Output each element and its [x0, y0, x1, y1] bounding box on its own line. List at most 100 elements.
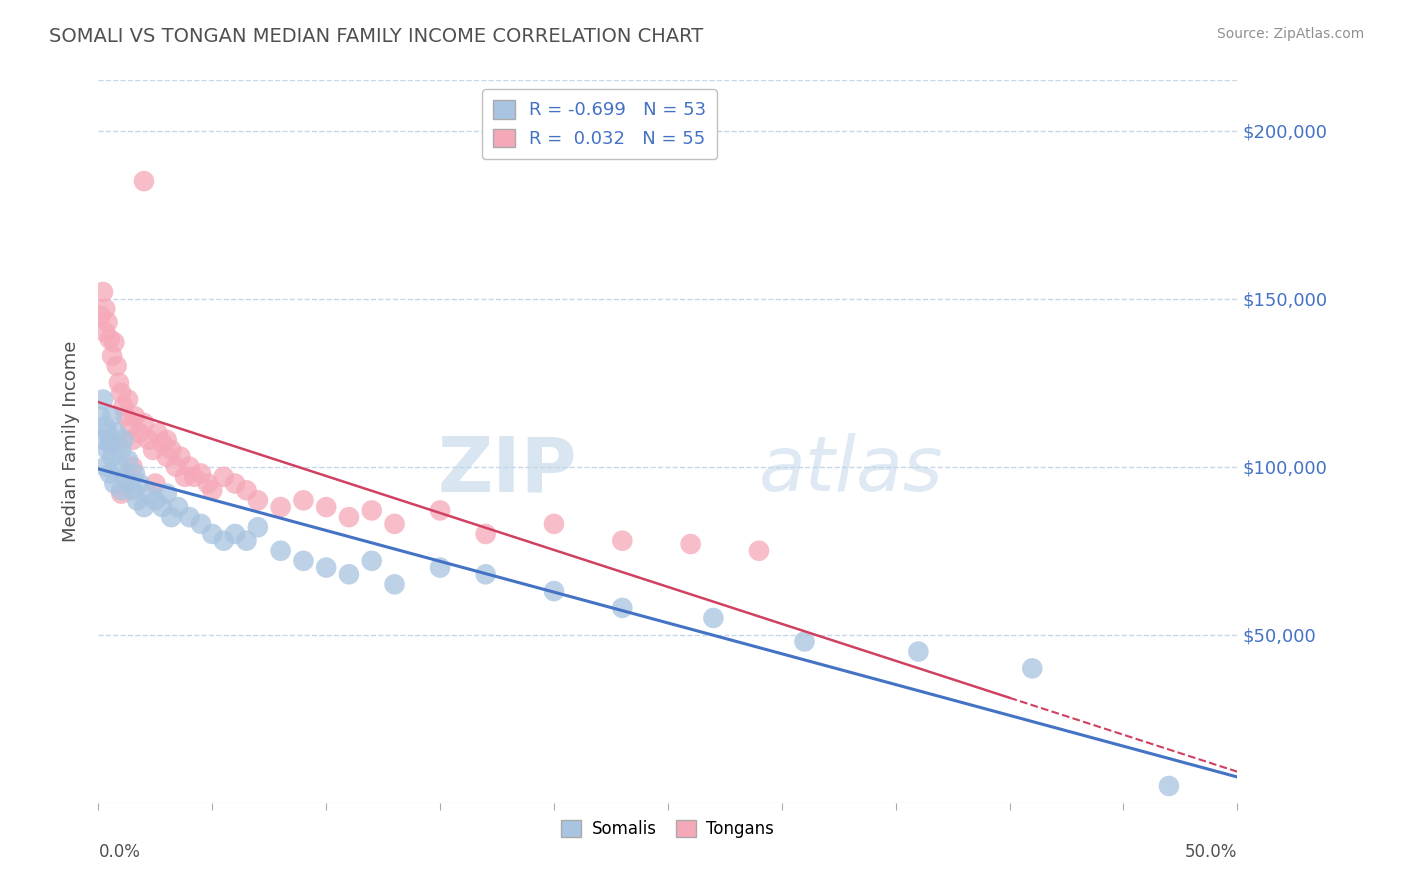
Point	[94, 459, 117, 474]
Point	[105, 436, 128, 450]
Point	[98, 467, 121, 481]
Point	[384, 577, 406, 591]
Point	[543, 516, 565, 531]
Point	[110, 486, 132, 500]
Point	[246, 520, 269, 534]
Point	[91, 433, 114, 447]
Point	[127, 493, 149, 508]
Text: 0.0%: 0.0%	[98, 843, 141, 861]
Point	[121, 433, 143, 447]
Point	[110, 442, 132, 457]
Point	[360, 554, 382, 568]
Point	[98, 436, 121, 450]
Text: SOMALI VS TONGAN MEDIAN FAMILY INCOME CORRELATION CHART: SOMALI VS TONGAN MEDIAN FAMILY INCOME CO…	[49, 27, 703, 45]
Point	[101, 349, 124, 363]
Point	[165, 459, 187, 474]
Point	[235, 483, 257, 498]
Legend: Somalis, Tongans: Somalis, Tongans	[555, 814, 780, 845]
Point	[94, 326, 117, 340]
Point	[212, 470, 235, 484]
Point	[156, 450, 179, 464]
Point	[612, 600, 634, 615]
Point	[132, 500, 155, 514]
Point	[138, 486, 160, 500]
Point	[160, 510, 183, 524]
Point	[224, 527, 246, 541]
Point	[94, 301, 117, 316]
Text: atlas: atlas	[759, 434, 943, 508]
Point	[270, 500, 292, 514]
Point	[474, 567, 496, 582]
Text: 50.0%: 50.0%	[1185, 843, 1237, 861]
Point	[224, 476, 246, 491]
Point	[108, 459, 131, 474]
Point	[160, 442, 183, 457]
Point	[101, 409, 124, 424]
Point	[120, 419, 142, 434]
Point	[174, 470, 197, 484]
Point	[91, 285, 114, 299]
Point	[793, 634, 815, 648]
Point	[315, 560, 337, 574]
Text: ZIP: ZIP	[437, 434, 576, 508]
Point	[429, 503, 451, 517]
Point	[114, 470, 136, 484]
Point	[145, 476, 167, 491]
Point	[117, 392, 139, 407]
Point	[702, 611, 724, 625]
Point	[156, 486, 179, 500]
Point	[124, 409, 146, 424]
Point	[201, 483, 224, 498]
Point	[110, 483, 132, 498]
Point	[103, 476, 125, 491]
Point	[212, 533, 235, 548]
Point	[124, 467, 146, 481]
Point	[197, 476, 219, 491]
Point	[612, 533, 634, 548]
Point	[315, 500, 337, 514]
Point	[132, 416, 155, 430]
Point	[179, 459, 201, 474]
Point	[121, 483, 143, 498]
Point	[142, 442, 165, 457]
Point	[270, 543, 292, 558]
Point	[132, 174, 155, 188]
Point	[112, 399, 135, 413]
Point	[96, 442, 118, 457]
Point	[108, 376, 131, 390]
Point	[292, 493, 315, 508]
Point	[384, 516, 406, 531]
Point	[337, 510, 360, 524]
Y-axis label: Median Family Income: Median Family Income	[62, 341, 80, 542]
Point	[179, 510, 201, 524]
Point	[190, 516, 212, 531]
Point	[105, 426, 128, 441]
Point	[103, 335, 125, 350]
Point	[183, 470, 205, 484]
Point	[96, 315, 118, 329]
Text: Source: ZipAtlas.com: Source: ZipAtlas.com	[1216, 27, 1364, 41]
Point	[90, 409, 112, 424]
Point	[679, 537, 702, 551]
Point	[128, 426, 150, 441]
Point	[121, 459, 143, 474]
Point	[1157, 779, 1180, 793]
Point	[235, 533, 257, 548]
Point	[156, 433, 179, 447]
Point	[90, 309, 112, 323]
Point	[120, 476, 142, 491]
Point	[150, 436, 173, 450]
Point	[117, 453, 139, 467]
Point	[128, 476, 150, 491]
Point	[91, 392, 114, 407]
Point	[167, 500, 190, 514]
Point	[474, 527, 496, 541]
Point	[748, 543, 770, 558]
Point	[360, 503, 382, 517]
Point	[907, 644, 929, 658]
Point	[145, 493, 167, 508]
Point	[138, 433, 160, 447]
Point	[105, 359, 128, 373]
Point	[190, 467, 212, 481]
Point	[429, 560, 451, 574]
